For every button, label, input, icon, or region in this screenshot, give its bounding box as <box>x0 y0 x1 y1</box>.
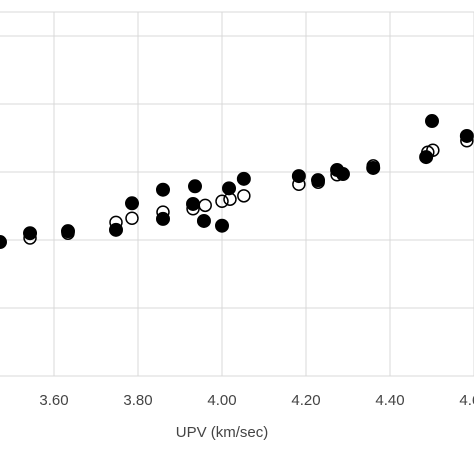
point <box>425 114 440 129</box>
point <box>237 189 251 203</box>
point <box>366 159 380 173</box>
x-tick-label: 4.40 <box>375 392 404 409</box>
point <box>223 192 237 206</box>
point <box>61 226 75 240</box>
point <box>198 198 212 213</box>
point <box>215 194 229 209</box>
point <box>236 171 251 186</box>
x-tick-label: 4.20 <box>291 392 320 409</box>
point <box>311 175 325 189</box>
point <box>186 201 200 216</box>
point <box>23 231 37 245</box>
x-tick-label: 3.60 <box>39 392 68 409</box>
point <box>0 235 7 250</box>
point <box>188 179 203 194</box>
point <box>196 213 211 228</box>
x-tick-label: 4.60 <box>459 392 474 409</box>
point <box>23 226 38 241</box>
point <box>460 133 474 148</box>
point <box>215 218 230 233</box>
point <box>426 143 440 158</box>
x-tick-label: 3.80 <box>123 392 152 409</box>
x-axis-title: UPV (km/sec) <box>176 424 269 441</box>
x-tick-label: 4.00 <box>207 392 236 409</box>
point <box>155 211 170 226</box>
point <box>155 182 170 197</box>
point <box>109 215 123 230</box>
point <box>156 205 170 219</box>
point <box>292 177 306 192</box>
point <box>330 167 344 182</box>
point <box>125 196 140 211</box>
point <box>222 181 237 196</box>
point <box>125 211 139 226</box>
point <box>459 128 474 143</box>
